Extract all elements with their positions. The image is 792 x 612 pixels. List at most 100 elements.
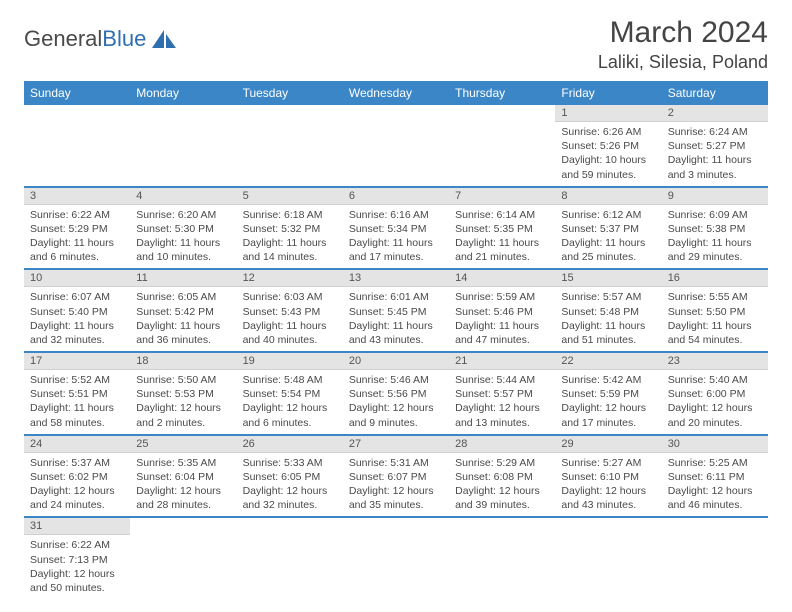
daylight-text: Daylight: 12 hours and 43 minutes.	[561, 484, 655, 512]
daylight-text: Daylight: 12 hours and 6 minutes.	[243, 401, 337, 429]
daylight-text: Daylight: 12 hours and 24 minutes.	[30, 484, 124, 512]
day-details: Sunrise: 5:48 AMSunset: 5:54 PMDaylight:…	[237, 370, 343, 434]
sunset-text: Sunset: 5:50 PM	[668, 305, 762, 319]
day-cell: 20Sunrise: 5:46 AMSunset: 5:56 PMDayligh…	[343, 352, 449, 435]
sunset-text: Sunset: 5:46 PM	[455, 305, 549, 319]
sunrise-text: Sunrise: 5:44 AM	[455, 373, 549, 387]
day-number: 27	[343, 436, 449, 453]
day-cell: 13Sunrise: 6:01 AMSunset: 5:45 PMDayligh…	[343, 269, 449, 352]
sunset-text: Sunset: 5:35 PM	[455, 222, 549, 236]
sunset-text: Sunset: 6:11 PM	[668, 470, 762, 484]
sunset-text: Sunset: 6:02 PM	[30, 470, 124, 484]
sunrise-text: Sunrise: 6:09 AM	[668, 208, 762, 222]
daylight-text: Daylight: 11 hours and 3 minutes.	[668, 153, 762, 181]
sunrise-text: Sunrise: 5:50 AM	[136, 373, 230, 387]
sunset-text: Sunset: 5:38 PM	[668, 222, 762, 236]
day-cell: 28Sunrise: 5:29 AMSunset: 6:08 PMDayligh…	[449, 435, 555, 518]
day-details: Sunrise: 5:29 AMSunset: 6:08 PMDaylight:…	[449, 453, 555, 517]
day-cell: 17Sunrise: 5:52 AMSunset: 5:51 PMDayligh…	[24, 352, 130, 435]
day-cell: 31Sunrise: 6:22 AMSunset: 7:13 PMDayligh…	[24, 517, 130, 599]
sunset-text: Sunset: 5:37 PM	[561, 222, 655, 236]
sunset-text: Sunset: 5:34 PM	[349, 222, 443, 236]
day-number: 22	[555, 353, 661, 370]
sunrise-text: Sunrise: 6:05 AM	[136, 290, 230, 304]
day-cell: 15Sunrise: 5:57 AMSunset: 5:48 PMDayligh…	[555, 269, 661, 352]
day-number: 6	[343, 188, 449, 205]
daylight-text: Daylight: 12 hours and 13 minutes.	[455, 401, 549, 429]
day-cell: 27Sunrise: 5:31 AMSunset: 6:07 PMDayligh…	[343, 435, 449, 518]
day-number: 3	[24, 188, 130, 205]
empty-cell	[237, 517, 343, 599]
day-details: Sunrise: 6:26 AMSunset: 5:26 PMDaylight:…	[555, 122, 661, 186]
day-details: Sunrise: 5:55 AMSunset: 5:50 PMDaylight:…	[662, 287, 768, 351]
sunrise-text: Sunrise: 6:01 AM	[349, 290, 443, 304]
daylight-text: Daylight: 12 hours and 50 minutes.	[30, 567, 124, 595]
day-number: 5	[237, 188, 343, 205]
empty-cell	[555, 517, 661, 599]
daylight-text: Daylight: 11 hours and 21 minutes.	[455, 236, 549, 264]
sunrise-text: Sunrise: 6:22 AM	[30, 538, 124, 552]
sunrise-text: Sunrise: 5:25 AM	[668, 456, 762, 470]
weekday-header: Tuesday	[237, 81, 343, 105]
day-details: Sunrise: 6:18 AMSunset: 5:32 PMDaylight:…	[237, 205, 343, 269]
daylight-text: Daylight: 12 hours and 20 minutes.	[668, 401, 762, 429]
empty-cell	[449, 517, 555, 599]
day-cell: 2Sunrise: 6:24 AMSunset: 5:27 PMDaylight…	[662, 105, 768, 187]
daylight-text: Daylight: 11 hours and 36 minutes.	[136, 319, 230, 347]
empty-cell	[130, 517, 236, 599]
sunset-text: Sunset: 5:45 PM	[349, 305, 443, 319]
day-cell: 10Sunrise: 6:07 AMSunset: 5:40 PMDayligh…	[24, 269, 130, 352]
day-cell: 4Sunrise: 6:20 AMSunset: 5:30 PMDaylight…	[130, 187, 236, 270]
day-details: Sunrise: 5:33 AMSunset: 6:05 PMDaylight:…	[237, 453, 343, 517]
weekday-header: Sunday	[24, 81, 130, 105]
day-number: 26	[237, 436, 343, 453]
day-details: Sunrise: 6:22 AMSunset: 7:13 PMDaylight:…	[24, 535, 130, 599]
day-details: Sunrise: 5:40 AMSunset: 6:00 PMDaylight:…	[662, 370, 768, 434]
day-number: 9	[662, 188, 768, 205]
page-subtitle: Laliki, Silesia, Poland	[598, 52, 768, 73]
daylight-text: Daylight: 11 hours and 54 minutes.	[668, 319, 762, 347]
day-details: Sunrise: 6:03 AMSunset: 5:43 PMDaylight:…	[237, 287, 343, 351]
day-number: 16	[662, 270, 768, 287]
day-number: 25	[130, 436, 236, 453]
day-number: 31	[24, 518, 130, 535]
header-bar: GeneralBlue March 2024 Laliki, Silesia, …	[24, 16, 768, 73]
day-cell: 3Sunrise: 6:22 AMSunset: 5:29 PMDaylight…	[24, 187, 130, 270]
daylight-text: Daylight: 12 hours and 39 minutes.	[455, 484, 549, 512]
day-cell: 19Sunrise: 5:48 AMSunset: 5:54 PMDayligh…	[237, 352, 343, 435]
weekday-header: Wednesday	[343, 81, 449, 105]
day-number: 17	[24, 353, 130, 370]
day-number: 4	[130, 188, 236, 205]
day-details: Sunrise: 5:46 AMSunset: 5:56 PMDaylight:…	[343, 370, 449, 434]
sunset-text: Sunset: 5:43 PM	[243, 305, 337, 319]
day-details: Sunrise: 6:09 AMSunset: 5:38 PMDaylight:…	[662, 205, 768, 269]
sunrise-text: Sunrise: 5:52 AM	[30, 373, 124, 387]
empty-cell	[449, 105, 555, 187]
sunset-text: Sunset: 6:00 PM	[668, 387, 762, 401]
day-cell: 14Sunrise: 5:59 AMSunset: 5:46 PMDayligh…	[449, 269, 555, 352]
day-details: Sunrise: 5:35 AMSunset: 6:04 PMDaylight:…	[130, 453, 236, 517]
sunset-text: Sunset: 5:56 PM	[349, 387, 443, 401]
daylight-text: Daylight: 11 hours and 14 minutes.	[243, 236, 337, 264]
day-cell: 12Sunrise: 6:03 AMSunset: 5:43 PMDayligh…	[237, 269, 343, 352]
day-details: Sunrise: 5:52 AMSunset: 5:51 PMDaylight:…	[24, 370, 130, 434]
calendar-week: 24Sunrise: 5:37 AMSunset: 6:02 PMDayligh…	[24, 435, 768, 518]
day-number: 28	[449, 436, 555, 453]
weekday-header: Saturday	[662, 81, 768, 105]
calendar-week: 1Sunrise: 6:26 AMSunset: 5:26 PMDaylight…	[24, 105, 768, 187]
logo-text-blue: Blue	[102, 26, 146, 52]
sunset-text: Sunset: 5:32 PM	[243, 222, 337, 236]
sunset-text: Sunset: 5:29 PM	[30, 222, 124, 236]
sunrise-text: Sunrise: 6:14 AM	[455, 208, 549, 222]
day-number: 18	[130, 353, 236, 370]
sunrise-text: Sunrise: 6:20 AM	[136, 208, 230, 222]
page-title: March 2024	[598, 16, 768, 50]
sunset-text: Sunset: 5:48 PM	[561, 305, 655, 319]
day-number: 15	[555, 270, 661, 287]
day-number: 1	[555, 105, 661, 122]
day-cell: 11Sunrise: 6:05 AMSunset: 5:42 PMDayligh…	[130, 269, 236, 352]
empty-cell	[130, 105, 236, 187]
sunrise-text: Sunrise: 5:48 AM	[243, 373, 337, 387]
empty-cell	[237, 105, 343, 187]
day-number: 30	[662, 436, 768, 453]
